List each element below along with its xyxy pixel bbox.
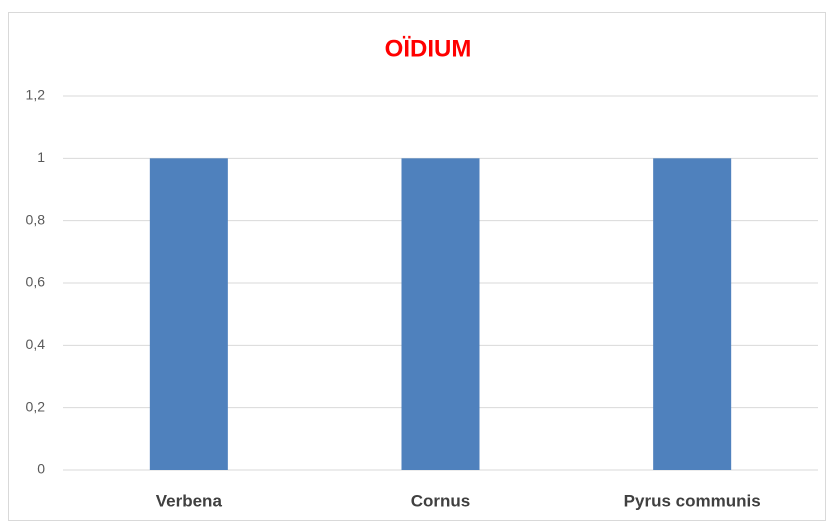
- x-tick-label: Pyrus communis: [624, 491, 761, 510]
- y-tick-label: 1,2: [26, 87, 46, 103]
- chart-title: OÏDIUM: [385, 35, 472, 62]
- bar: [149, 158, 228, 471]
- y-tick-label: 0: [37, 461, 45, 477]
- x-tick-label: Cornus: [411, 491, 471, 510]
- bar: [401, 158, 480, 471]
- bar: [653, 158, 732, 471]
- y-tick-label: 0,8: [26, 211, 46, 227]
- y-tick-label: 0,6: [26, 274, 46, 290]
- y-tick-label: 0,4: [26, 336, 46, 352]
- y-tick-label: 1: [37, 149, 45, 165]
- x-tick-label: Verbena: [156, 491, 223, 510]
- y-tick-label: 0,2: [26, 398, 46, 414]
